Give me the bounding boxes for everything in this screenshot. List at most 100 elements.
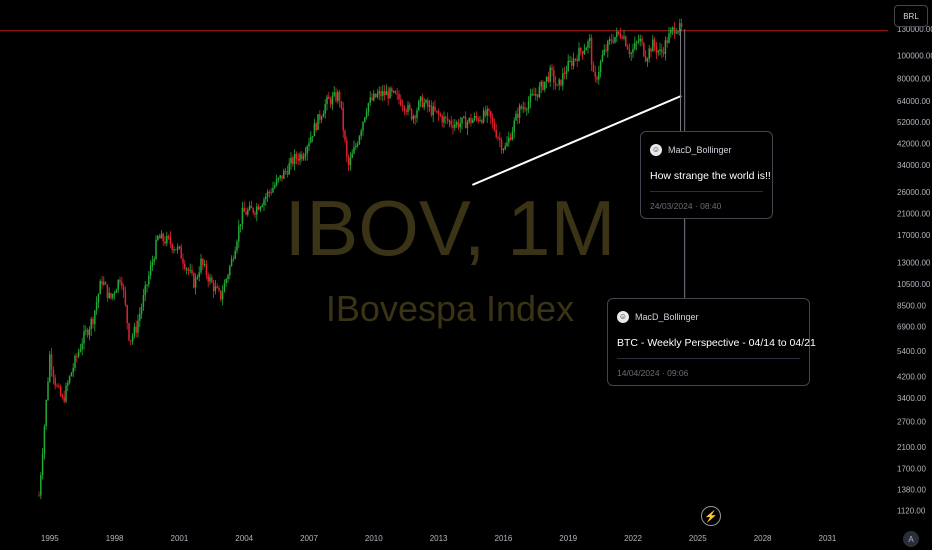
currency-button[interactable]: BRL bbox=[894, 5, 928, 27]
idea-author[interactable]: MacD_Bollinger bbox=[635, 312, 699, 322]
candle-body bbox=[466, 122, 469, 129]
x-tick-label: 2031 bbox=[819, 534, 837, 543]
candle-body bbox=[630, 52, 632, 55]
candle-body bbox=[648, 48, 650, 59]
candle-body bbox=[274, 185, 276, 188]
x-tick-label: 2001 bbox=[171, 534, 189, 543]
candle-body bbox=[396, 93, 398, 95]
candle-body bbox=[320, 117, 323, 120]
candle-body bbox=[301, 154, 303, 160]
candle-body bbox=[653, 39, 656, 47]
candle-body bbox=[194, 277, 197, 288]
candle-body bbox=[326, 96, 328, 105]
candle-body bbox=[360, 130, 362, 137]
candle-body bbox=[315, 123, 317, 130]
candle-body bbox=[108, 293, 110, 298]
idea-title[interactable]: How strange the world is!! bbox=[650, 170, 771, 182]
candle-body bbox=[299, 154, 301, 161]
candle-body bbox=[632, 48, 634, 53]
x-tick-label: 1995 bbox=[41, 534, 59, 543]
candle-body bbox=[232, 258, 235, 260]
auto-scale-button[interactable]: A bbox=[903, 531, 919, 547]
candle-body bbox=[542, 81, 544, 90]
candle-body bbox=[540, 81, 542, 87]
candle-body bbox=[103, 282, 105, 285]
candle-body bbox=[67, 382, 69, 386]
candle-body bbox=[81, 343, 83, 350]
candle-body bbox=[101, 280, 103, 285]
candle-body bbox=[355, 145, 357, 148]
candle-body bbox=[437, 111, 440, 115]
x-tick-label: 2004 bbox=[235, 534, 253, 543]
candle-body bbox=[562, 73, 564, 86]
candle-body bbox=[439, 114, 442, 116]
candle-body bbox=[230, 258, 233, 267]
candle-body bbox=[272, 187, 274, 193]
candle-body bbox=[644, 56, 647, 62]
candle-body bbox=[344, 130, 346, 141]
lightning-icon[interactable]: ⚡ bbox=[701, 506, 721, 526]
y-tick-label: 34000.00 bbox=[897, 161, 931, 170]
candle-body bbox=[79, 349, 82, 352]
candle-body bbox=[590, 37, 593, 65]
idea-card[interactable]: ☺ MacD_Bollinger How strange the world i… bbox=[640, 131, 773, 219]
candle-body bbox=[243, 207, 245, 213]
candle-body bbox=[448, 120, 451, 122]
idea-title[interactable]: BTC - Weekly Perspective - 04/14 to 04/2… bbox=[617, 337, 816, 349]
x-tick-label: 2022 bbox=[624, 534, 642, 543]
candle-body bbox=[419, 96, 422, 101]
candle-body bbox=[333, 92, 335, 96]
candle-body bbox=[504, 146, 506, 150]
idea-card[interactable]: ☺ MacD_Bollinger BTC - Weekly Perspectiv… bbox=[607, 298, 816, 386]
candle-body bbox=[176, 246, 179, 250]
candle-body bbox=[238, 226, 240, 242]
candle-body bbox=[434, 106, 436, 111]
candle-body bbox=[65, 385, 67, 402]
trendline[interactable] bbox=[472, 95, 682, 186]
y-tick-label: 5400.00 bbox=[897, 347, 926, 356]
candle-body bbox=[603, 49, 605, 55]
candle-body bbox=[646, 58, 649, 62]
candle-body bbox=[50, 354, 53, 370]
candle-body bbox=[133, 326, 136, 336]
candle-body bbox=[252, 208, 254, 213]
candle-body bbox=[342, 107, 344, 131]
candle-body bbox=[452, 124, 454, 128]
card-divider bbox=[650, 191, 763, 192]
candle-body bbox=[283, 170, 285, 179]
candle-body bbox=[500, 140, 503, 151]
candle-body bbox=[113, 292, 116, 294]
candle-body bbox=[337, 92, 339, 101]
candle-body bbox=[95, 302, 98, 311]
candle-body bbox=[391, 88, 393, 92]
candle-body bbox=[347, 156, 350, 166]
candle-body bbox=[506, 142, 508, 147]
candle-body bbox=[612, 40, 614, 43]
candle-body bbox=[574, 58, 577, 60]
candle-body bbox=[180, 246, 182, 259]
candle-body bbox=[182, 258, 184, 264]
idea-author[interactable]: MacD_Bollinger bbox=[668, 145, 732, 155]
candle-body bbox=[374, 93, 377, 98]
candle-body bbox=[497, 137, 499, 139]
y-tick-label: 2100.00 bbox=[897, 443, 926, 452]
candle-body bbox=[515, 113, 517, 121]
candle-body bbox=[472, 119, 474, 123]
candle-body bbox=[364, 117, 366, 122]
candle-body bbox=[241, 207, 244, 225]
candle-body bbox=[454, 124, 456, 128]
candle-body bbox=[257, 206, 260, 210]
candle-body bbox=[477, 117, 479, 122]
candle-body bbox=[673, 27, 676, 34]
candle-body bbox=[346, 140, 348, 157]
candle-body bbox=[340, 100, 343, 108]
user-avatar-icon[interactable]: ☺ bbox=[617, 311, 629, 323]
user-avatar-icon[interactable]: ☺ bbox=[650, 144, 662, 156]
candle-body bbox=[450, 120, 452, 125]
candle-body bbox=[581, 51, 584, 54]
candle-body bbox=[601, 54, 604, 62]
candle-body bbox=[151, 261, 154, 266]
candle-body bbox=[621, 37, 623, 39]
candle-body bbox=[517, 113, 519, 118]
